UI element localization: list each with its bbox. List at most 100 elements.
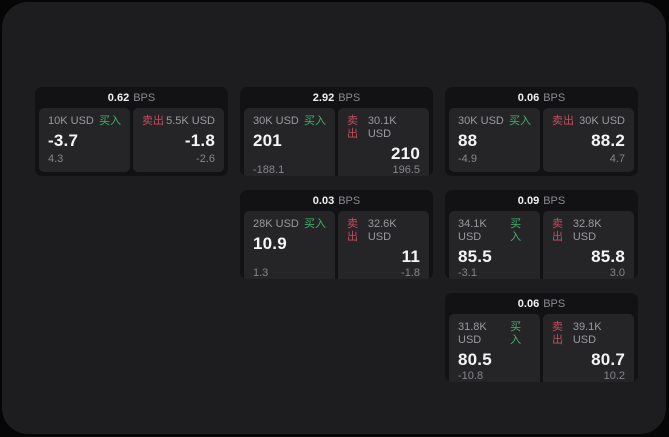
sell-tile-header: 卖出 30.1K USD — [347, 115, 420, 141]
bps-header: 0.09 BPS — [445, 190, 638, 211]
sell-side-label: 卖出 — [347, 218, 358, 243]
quote-card: 0.62 BPS 10K USD 买入 -3.7 4.3 卖出 5.5K USD… — [35, 87, 228, 176]
buy-size-label: 10K USD — [48, 115, 94, 127]
sell-price-value: 80.7 — [591, 350, 625, 369]
sell-price-value: 85.8 — [591, 247, 625, 266]
sell-tile[interactable]: 卖出 32.8K USD 85.8 3.0 — [543, 211, 634, 279]
sell-price-value: 88.2 — [591, 131, 625, 150]
buy-tile-header: 34.1K USD 买入 — [458, 218, 531, 244]
sell-tile-header: 卖出 5.5K USD — [142, 115, 215, 128]
sell-price-value: 11 — [401, 247, 420, 266]
buy-size-label: 34.1K USD — [458, 218, 487, 243]
sell-side-label: 卖出 — [142, 115, 164, 127]
quote-card: 0.06 BPS 31.8K USD 买入 80.5 -10.8 卖出 39.1… — [445, 293, 638, 382]
bps-header: 0.06 BPS — [445, 293, 638, 314]
buy-tile[interactable]: 34.1K USD 买入 85.5 -3.1 — [449, 211, 540, 279]
bps-unit-label: BPS — [543, 91, 566, 104]
sell-delta-value: -1.8 — [401, 267, 420, 279]
bps-unit-label: BPS — [543, 194, 566, 207]
buy-tile[interactable]: 30K USD 买入 88 -4.9 — [449, 108, 540, 172]
buy-delta-value: -3.1 — [458, 267, 477, 279]
bps-unit-label: BPS — [338, 91, 361, 104]
sell-tile-header: 卖出 32.8K USD — [552, 218, 625, 244]
buy-tile-header: 30K USD 买入 — [458, 115, 531, 128]
buy-tile[interactable]: 28K USD 买入 10.9 1.3 — [244, 211, 335, 279]
buy-size-label: 30K USD — [253, 115, 299, 127]
bps-header: 0.03 BPS — [240, 190, 433, 211]
bps-unit-label: BPS — [133, 91, 156, 104]
buy-tile-header: 28K USD 买入 — [253, 218, 326, 231]
quote-card-body: 28K USD 买入 10.9 1.3 卖出 32.6K USD 11 -1.8 — [240, 211, 433, 279]
buy-side-label: 买入 — [99, 115, 121, 127]
sell-side-label: 卖出 — [552, 115, 574, 127]
sell-side-label: 卖出 — [552, 218, 563, 243]
bps-value: 0.03 — [312, 194, 335, 207]
buy-delta-value: 4.3 — [48, 153, 64, 165]
buy-delta-value: 1.3 — [253, 267, 269, 279]
buy-size-label: 30K USD — [458, 115, 504, 127]
quote-card-body: 31.8K USD 买入 80.5 -10.8 卖出 39.1K USD 80.… — [445, 314, 638, 382]
sell-size-label: 30.1K USD — [367, 115, 397, 140]
sell-size-label: 5.5K USD — [166, 115, 215, 127]
buy-tile[interactable]: 31.8K USD 买入 80.5 -10.8 — [449, 314, 540, 382]
sell-delta-value: 4.7 — [609, 153, 625, 165]
buy-size-label: 28K USD — [253, 218, 299, 230]
sell-tile[interactable]: 卖出 30.1K USD 210 196.5 — [338, 108, 429, 176]
sell-price-value: 210 — [391, 144, 420, 163]
sell-size-label: 32.8K USD — [572, 218, 602, 243]
sell-side-label: 卖出 — [347, 115, 358, 140]
bps-value: 0.06 — [517, 91, 540, 104]
buy-side-label: 买入 — [304, 218, 326, 230]
quote-card-body: 10K USD 买入 -3.7 4.3 卖出 5.5K USD -1.8 -2.… — [35, 108, 228, 176]
buy-price-value: -3.7 — [48, 131, 79, 150]
sell-tile-header: 卖出 32.6K USD — [347, 218, 420, 244]
sell-tile-header: 卖出 30K USD — [552, 115, 625, 128]
buy-price-value: 201 — [253, 131, 282, 150]
buy-side-label: 买入 — [304, 115, 326, 127]
buy-price-value: 88 — [458, 131, 478, 150]
quote-card: 2.92 BPS 30K USD 买入 201 -188.1 卖出 30.1K … — [240, 87, 433, 176]
buy-price-value: 85.5 — [458, 247, 492, 266]
bps-header: 0.62 BPS — [35, 87, 228, 108]
sell-side-label: 卖出 — [552, 321, 563, 346]
sell-delta-value: 196.5 — [392, 164, 420, 176]
quote-card-body: 30K USD 买入 201 -188.1 卖出 30.1K USD 210 1… — [240, 108, 433, 176]
buy-delta-value: -188.1 — [253, 164, 285, 176]
buy-tile-header: 10K USD 买入 — [48, 115, 121, 128]
buy-price-value: 80.5 — [458, 350, 492, 369]
buy-price-value: 10.9 — [253, 234, 287, 253]
quote-card-body: 30K USD 买入 88 -4.9 卖出 30K USD 88.2 4.7 — [445, 108, 638, 176]
buy-side-label: 买入 — [509, 115, 531, 127]
sell-delta-value: 3.0 — [609, 267, 625, 279]
buy-delta-value: -10.8 — [458, 370, 484, 382]
sell-size-label: 39.1K USD — [572, 321, 602, 346]
bps-value: 2.92 — [312, 91, 335, 104]
sell-price-value: -1.8 — [184, 131, 215, 150]
bps-unit-label: BPS — [338, 194, 361, 207]
buy-side-label: 买入 — [510, 218, 522, 243]
bps-value: 0.09 — [517, 194, 540, 207]
sell-delta-value: 10.2 — [603, 370, 625, 382]
sell-tile-header: 卖出 39.1K USD — [552, 321, 625, 347]
buy-tile[interactable]: 30K USD 买入 201 -188.1 — [244, 108, 335, 176]
quote-card: 0.09 BPS 34.1K USD 买入 85.5 -3.1 卖出 32.8K… — [445, 190, 638, 279]
buy-tile-header: 30K USD 买入 — [253, 115, 326, 128]
buy-tile[interactable]: 10K USD 买入 -3.7 4.3 — [39, 108, 130, 172]
quote-card: 0.03 BPS 28K USD 买入 10.9 1.3 卖出 32.6K US… — [240, 190, 433, 279]
buy-size-label: 31.8K USD — [458, 321, 487, 346]
sell-delta-value: -2.6 — [196, 153, 215, 165]
quote-cards-grid: 0.62 BPS 10K USD 买入 -3.7 4.3 卖出 5.5K USD… — [35, 87, 638, 382]
bps-value: 0.06 — [517, 297, 540, 310]
sell-size-label: 32.6K USD — [367, 218, 397, 243]
quote-card-body: 34.1K USD 买入 85.5 -3.1 卖出 32.8K USD 85.8… — [445, 211, 638, 279]
sell-tile[interactable]: 卖出 39.1K USD 80.7 10.2 — [543, 314, 634, 382]
buy-tile-header: 31.8K USD 买入 — [458, 321, 531, 347]
sell-tile[interactable]: 卖出 32.6K USD 11 -1.8 — [338, 211, 429, 279]
sell-tile[interactable]: 卖出 30K USD 88.2 4.7 — [543, 108, 634, 172]
sell-size-label: 30K USD — [579, 115, 625, 127]
bps-unit-label: BPS — [543, 297, 566, 310]
sell-tile[interactable]: 卖出 5.5K USD -1.8 -2.6 — [133, 108, 224, 172]
buy-delta-value: -4.9 — [458, 153, 477, 165]
bps-value: 0.62 — [107, 91, 130, 104]
buy-side-label: 买入 — [510, 321, 522, 346]
